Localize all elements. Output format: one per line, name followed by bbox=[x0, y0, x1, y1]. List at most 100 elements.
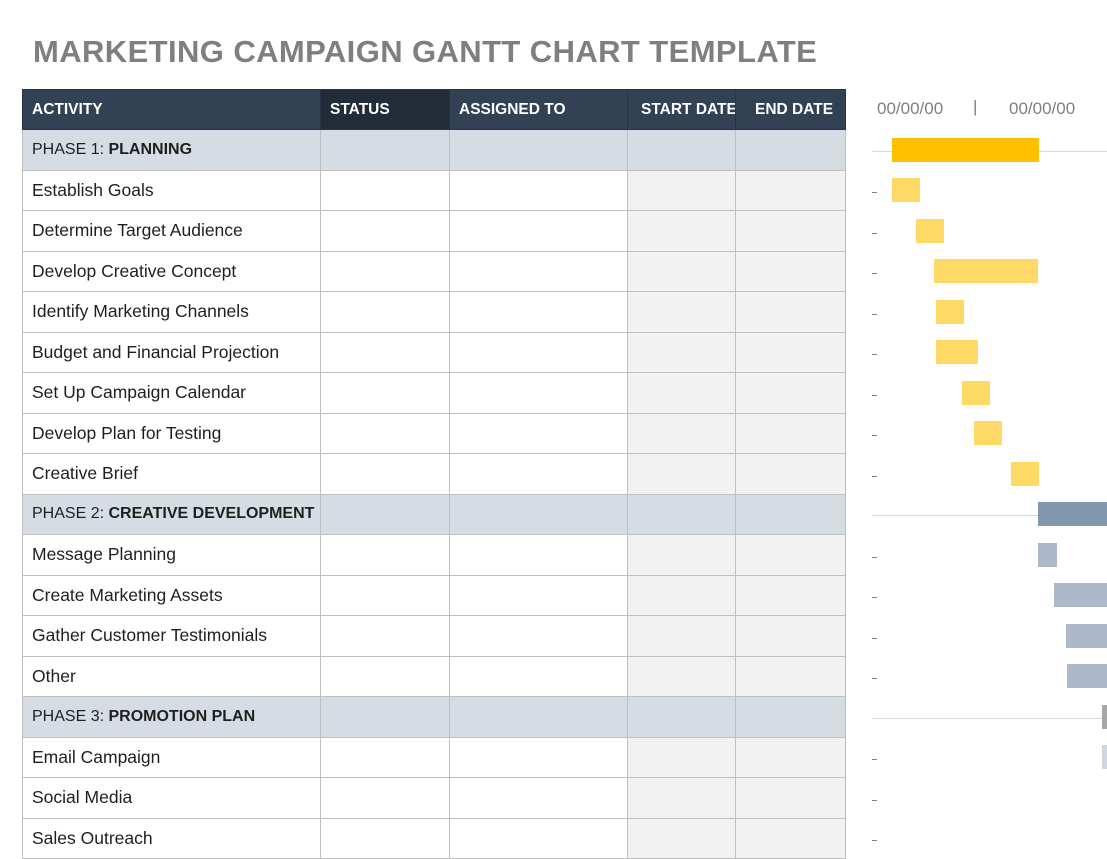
status-cell[interactable] bbox=[320, 372, 450, 414]
start-date-cell[interactable] bbox=[627, 453, 736, 495]
end-date-cell[interactable] bbox=[735, 412, 846, 454]
activity-cell[interactable]: Gather Customer Testimonials bbox=[22, 615, 321, 657]
status-cell[interactable] bbox=[320, 412, 450, 454]
activity-cell[interactable]: Create Marketing Assets bbox=[22, 574, 321, 616]
gantt-task-bar[interactable] bbox=[892, 178, 920, 202]
start-date-cell[interactable] bbox=[627, 615, 736, 657]
status-cell[interactable] bbox=[320, 655, 450, 697]
end-date-cell[interactable] bbox=[735, 129, 846, 171]
status-cell[interactable] bbox=[320, 534, 450, 576]
start-date-cell[interactable] bbox=[627, 129, 736, 171]
assigned-to-cell[interactable] bbox=[449, 210, 628, 252]
gantt-task-bar[interactable] bbox=[916, 218, 944, 243]
assigned-to-cell[interactable] bbox=[449, 696, 628, 738]
end-date-cell[interactable] bbox=[735, 169, 846, 211]
gantt-task-bar[interactable] bbox=[1038, 542, 1057, 567]
end-date-cell[interactable] bbox=[735, 210, 846, 252]
end-date-cell[interactable] bbox=[735, 291, 846, 333]
gantt-phase-bar[interactable] bbox=[892, 137, 1039, 162]
start-date-cell[interactable] bbox=[627, 412, 736, 454]
gantt-task-bar[interactable] bbox=[1066, 623, 1107, 648]
gantt-task-bar[interactable] bbox=[974, 421, 1002, 445]
end-date-cell[interactable] bbox=[735, 534, 846, 576]
phase-label[interactable]: PHASE 1: PLANNING bbox=[22, 129, 321, 171]
status-cell[interactable] bbox=[320, 777, 450, 819]
activity-cell[interactable]: Establish Goals bbox=[22, 169, 321, 211]
activity-cell[interactable]: Develop Plan for Testing bbox=[22, 412, 321, 454]
end-date-cell[interactable] bbox=[735, 574, 846, 616]
column-header-start-date[interactable]: START DATE bbox=[627, 89, 736, 130]
activity-cell[interactable]: Determine Target Audience bbox=[22, 210, 321, 252]
end-date-cell[interactable] bbox=[735, 615, 846, 657]
phase-label[interactable]: PHASE 3: PROMOTION PLAN bbox=[22, 696, 321, 738]
gantt-task-bar[interactable] bbox=[1011, 461, 1039, 486]
activity-cell[interactable]: Budget and Financial Projection bbox=[22, 331, 321, 373]
status-cell[interactable] bbox=[320, 817, 450, 859]
status-cell[interactable] bbox=[320, 736, 450, 778]
assigned-to-cell[interactable] bbox=[449, 169, 628, 211]
assigned-to-cell[interactable] bbox=[449, 777, 628, 819]
assigned-to-cell[interactable] bbox=[449, 250, 628, 292]
activity-cell[interactable]: Email Campaign bbox=[22, 736, 321, 778]
assigned-to-cell[interactable] bbox=[449, 574, 628, 616]
activity-cell[interactable]: Develop Creative Concept bbox=[22, 250, 321, 292]
status-cell[interactable] bbox=[320, 291, 450, 333]
end-date-cell[interactable] bbox=[735, 453, 846, 495]
assigned-to-cell[interactable] bbox=[449, 817, 628, 859]
start-date-cell[interactable] bbox=[627, 534, 736, 576]
gantt-task-bar[interactable] bbox=[936, 299, 964, 324]
end-date-cell[interactable] bbox=[735, 331, 846, 373]
assigned-to-cell[interactable] bbox=[449, 412, 628, 454]
activity-cell[interactable]: Set Up Campaign Calendar bbox=[22, 372, 321, 414]
start-date-cell[interactable] bbox=[627, 169, 736, 211]
activity-cell[interactable]: Social Media bbox=[22, 777, 321, 819]
assigned-to-cell[interactable] bbox=[449, 291, 628, 333]
status-cell[interactable] bbox=[320, 696, 450, 738]
gantt-task-bar[interactable] bbox=[936, 340, 978, 364]
start-date-cell[interactable] bbox=[627, 210, 736, 252]
assigned-to-cell[interactable] bbox=[449, 453, 628, 495]
start-date-cell[interactable] bbox=[627, 817, 736, 859]
gantt-task-bar[interactable] bbox=[934, 259, 1038, 283]
start-date-cell[interactable] bbox=[627, 493, 736, 535]
end-date-cell[interactable] bbox=[735, 250, 846, 292]
gantt-phase-bar[interactable] bbox=[1038, 502, 1107, 526]
status-cell[interactable] bbox=[320, 210, 450, 252]
column-header-status[interactable]: STATUS bbox=[320, 89, 450, 130]
end-date-cell[interactable] bbox=[735, 372, 846, 414]
gantt-task-bar[interactable] bbox=[1054, 583, 1107, 607]
assigned-to-cell[interactable] bbox=[449, 372, 628, 414]
start-date-cell[interactable] bbox=[627, 291, 736, 333]
activity-cell[interactable]: Identify Marketing Channels bbox=[22, 291, 321, 333]
assigned-to-cell[interactable] bbox=[449, 655, 628, 697]
status-cell[interactable] bbox=[320, 331, 450, 373]
status-cell[interactable] bbox=[320, 453, 450, 495]
start-date-cell[interactable] bbox=[627, 736, 736, 778]
start-date-cell[interactable] bbox=[627, 574, 736, 616]
gantt-task-bar[interactable] bbox=[1102, 745, 1107, 769]
column-header-end-date[interactable]: END DATE bbox=[735, 89, 846, 130]
end-date-cell[interactable] bbox=[735, 777, 846, 819]
activity-cell[interactable]: Creative Brief bbox=[22, 453, 321, 495]
start-date-cell[interactable] bbox=[627, 372, 736, 414]
start-date-cell[interactable] bbox=[627, 696, 736, 738]
end-date-cell[interactable] bbox=[735, 696, 846, 738]
activity-cell[interactable]: Sales Outreach bbox=[22, 817, 321, 859]
end-date-cell[interactable] bbox=[735, 817, 846, 859]
status-cell[interactable] bbox=[320, 574, 450, 616]
status-cell[interactable] bbox=[320, 169, 450, 211]
activity-cell[interactable]: Message Planning bbox=[22, 534, 321, 576]
column-header-assigned-to[interactable]: ASSIGNED TO bbox=[449, 89, 628, 130]
status-cell[interactable] bbox=[320, 129, 450, 171]
assigned-to-cell[interactable] bbox=[449, 534, 628, 576]
start-date-cell[interactable] bbox=[627, 655, 736, 697]
activity-cell[interactable]: Other bbox=[22, 655, 321, 697]
assigned-to-cell[interactable] bbox=[449, 615, 628, 657]
start-date-cell[interactable] bbox=[627, 331, 736, 373]
column-header-activity[interactable]: ACTIVITY bbox=[22, 89, 321, 130]
assigned-to-cell[interactable] bbox=[449, 331, 628, 373]
status-cell[interactable] bbox=[320, 493, 450, 535]
end-date-cell[interactable] bbox=[735, 493, 846, 535]
gantt-task-bar[interactable] bbox=[962, 380, 990, 405]
assigned-to-cell[interactable] bbox=[449, 493, 628, 535]
